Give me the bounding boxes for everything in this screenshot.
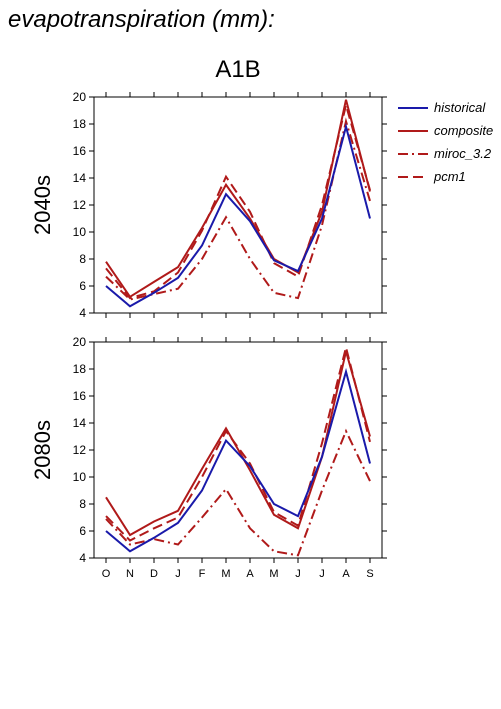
x-tick-label: A: [342, 568, 350, 580]
panel-ylabel: 2040s: [30, 175, 55, 235]
legend-label: historical: [434, 100, 486, 115]
series-line-pcm1: [105, 347, 371, 542]
y-tick-label: 20: [73, 90, 87, 104]
x-tick-label: N: [126, 568, 134, 580]
x-tick-label: J: [175, 568, 181, 580]
legend-label: pcm1: [434, 169, 466, 184]
panel-ylabel: 2080s: [30, 420, 55, 480]
legend-swatch: [398, 152, 428, 155]
y-tick-label: 16: [73, 389, 87, 403]
y-tick-label: 18: [73, 117, 87, 131]
series-line-composite: [105, 99, 371, 299]
y-tick-label: 6: [79, 279, 86, 293]
y-tick-label: 20: [73, 335, 87, 349]
series-line-historical: [105, 122, 371, 308]
y-tick-label: 16: [73, 144, 87, 158]
legend-label: composite: [434, 123, 494, 138]
legend-entry: miroc_3.2: [398, 142, 493, 165]
y-tick-label: 12: [73, 443, 87, 457]
y-tick-label: 4: [79, 306, 86, 320]
series-line-pcm1: [105, 101, 371, 300]
y-tick-label: 14: [73, 416, 87, 430]
series-line-composite: [105, 351, 371, 537]
series-line-miroc-3-2: [105, 117, 371, 301]
legend: historical composite miroc_3.2 pcm1: [398, 96, 493, 188]
x-tick-label: D: [150, 568, 158, 580]
x-tick-label: O: [102, 568, 111, 580]
y-tick-label: 14: [73, 171, 87, 185]
scenario-title: A1B: [215, 56, 261, 83]
y-tick-label: 4: [79, 551, 86, 565]
y-tick-label: 10: [73, 225, 87, 239]
legend-swatch: [398, 129, 428, 132]
x-tick-label: M: [269, 568, 278, 580]
y-tick-label: 12: [73, 198, 87, 212]
legend-label: miroc_3.2: [434, 146, 492, 161]
x-tick-label: F: [199, 568, 206, 580]
x-tick-label: S: [366, 568, 373, 580]
legend-entry: composite: [398, 119, 493, 142]
y-tick-label: 8: [79, 252, 86, 266]
series-line-historical: [105, 367, 371, 553]
legend-entry: historical: [398, 96, 493, 119]
legend-swatch: [398, 106, 428, 109]
x-tick-label: A: [246, 568, 254, 580]
y-tick-label: 6: [79, 524, 86, 538]
y-tick-label: 10: [73, 470, 87, 484]
x-tick-label: J: [295, 568, 301, 580]
page-title: evapotranspiration (mm):: [8, 6, 275, 33]
legend-swatch: [398, 175, 428, 178]
x-tick-label: J: [319, 568, 325, 580]
x-tick-label: M: [221, 568, 230, 580]
y-tick-label: 18: [73, 362, 87, 376]
y-tick-label: 8: [79, 497, 86, 511]
legend-entry: pcm1: [398, 165, 493, 188]
